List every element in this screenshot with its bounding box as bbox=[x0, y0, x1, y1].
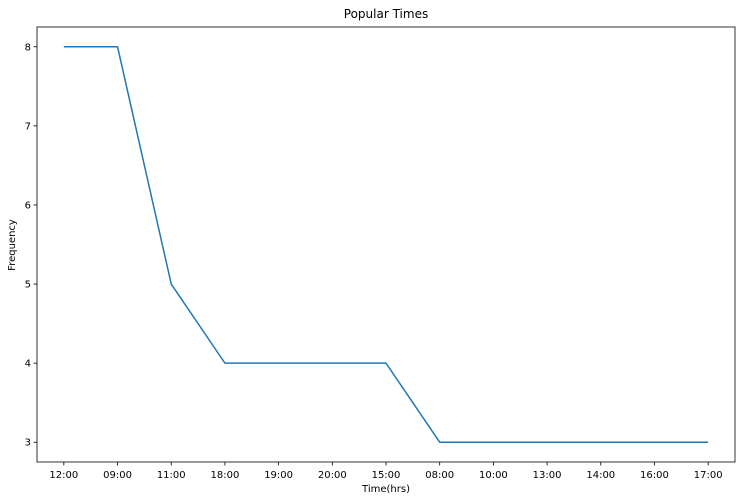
x-axis: 12:00 09:00 11:00 18:00 19:00 20:00 15:00 08:00… bbox=[49, 462, 723, 481]
x-tick-label: 19:00 bbox=[264, 470, 293, 481]
x-tick-label: 09:00 bbox=[103, 470, 132, 481]
x-tick-label: 17:00 bbox=[694, 470, 723, 481]
x-tick-label: 14:00 bbox=[586, 470, 615, 481]
y-tick-label: 8 bbox=[25, 42, 31, 53]
x-tick-label: 12:00 bbox=[49, 470, 78, 481]
y-tick-label: 6 bbox=[25, 200, 31, 211]
y-tick-label: 7 bbox=[25, 121, 31, 132]
y-tick-label: 3 bbox=[25, 438, 31, 449]
series-line bbox=[63, 46, 709, 443]
x-tick-label: 20:00 bbox=[318, 470, 347, 481]
x-axis-title: Time(hrs) bbox=[361, 484, 410, 495]
x-tick-label: 10:00 bbox=[479, 470, 508, 481]
x-tick-label: 16:00 bbox=[640, 470, 669, 481]
series-group bbox=[63, 46, 709, 443]
x-tick-label: 11:00 bbox=[157, 470, 186, 481]
x-tick-label: 18:00 bbox=[211, 470, 240, 481]
y-tick-label: 5 bbox=[25, 280, 31, 291]
y-tick-label: 4 bbox=[25, 359, 31, 370]
x-tick-label: 15:00 bbox=[372, 470, 401, 481]
x-tick-label: 13:00 bbox=[533, 470, 562, 481]
chart-title: Popular Times bbox=[344, 7, 428, 21]
plot-frame bbox=[36, 26, 736, 463]
x-tick-label: 08:00 bbox=[425, 470, 454, 481]
y-axis-title: Frequency bbox=[7, 219, 18, 271]
y-axis: 3 4 5 6 7 8 bbox=[25, 42, 37, 449]
